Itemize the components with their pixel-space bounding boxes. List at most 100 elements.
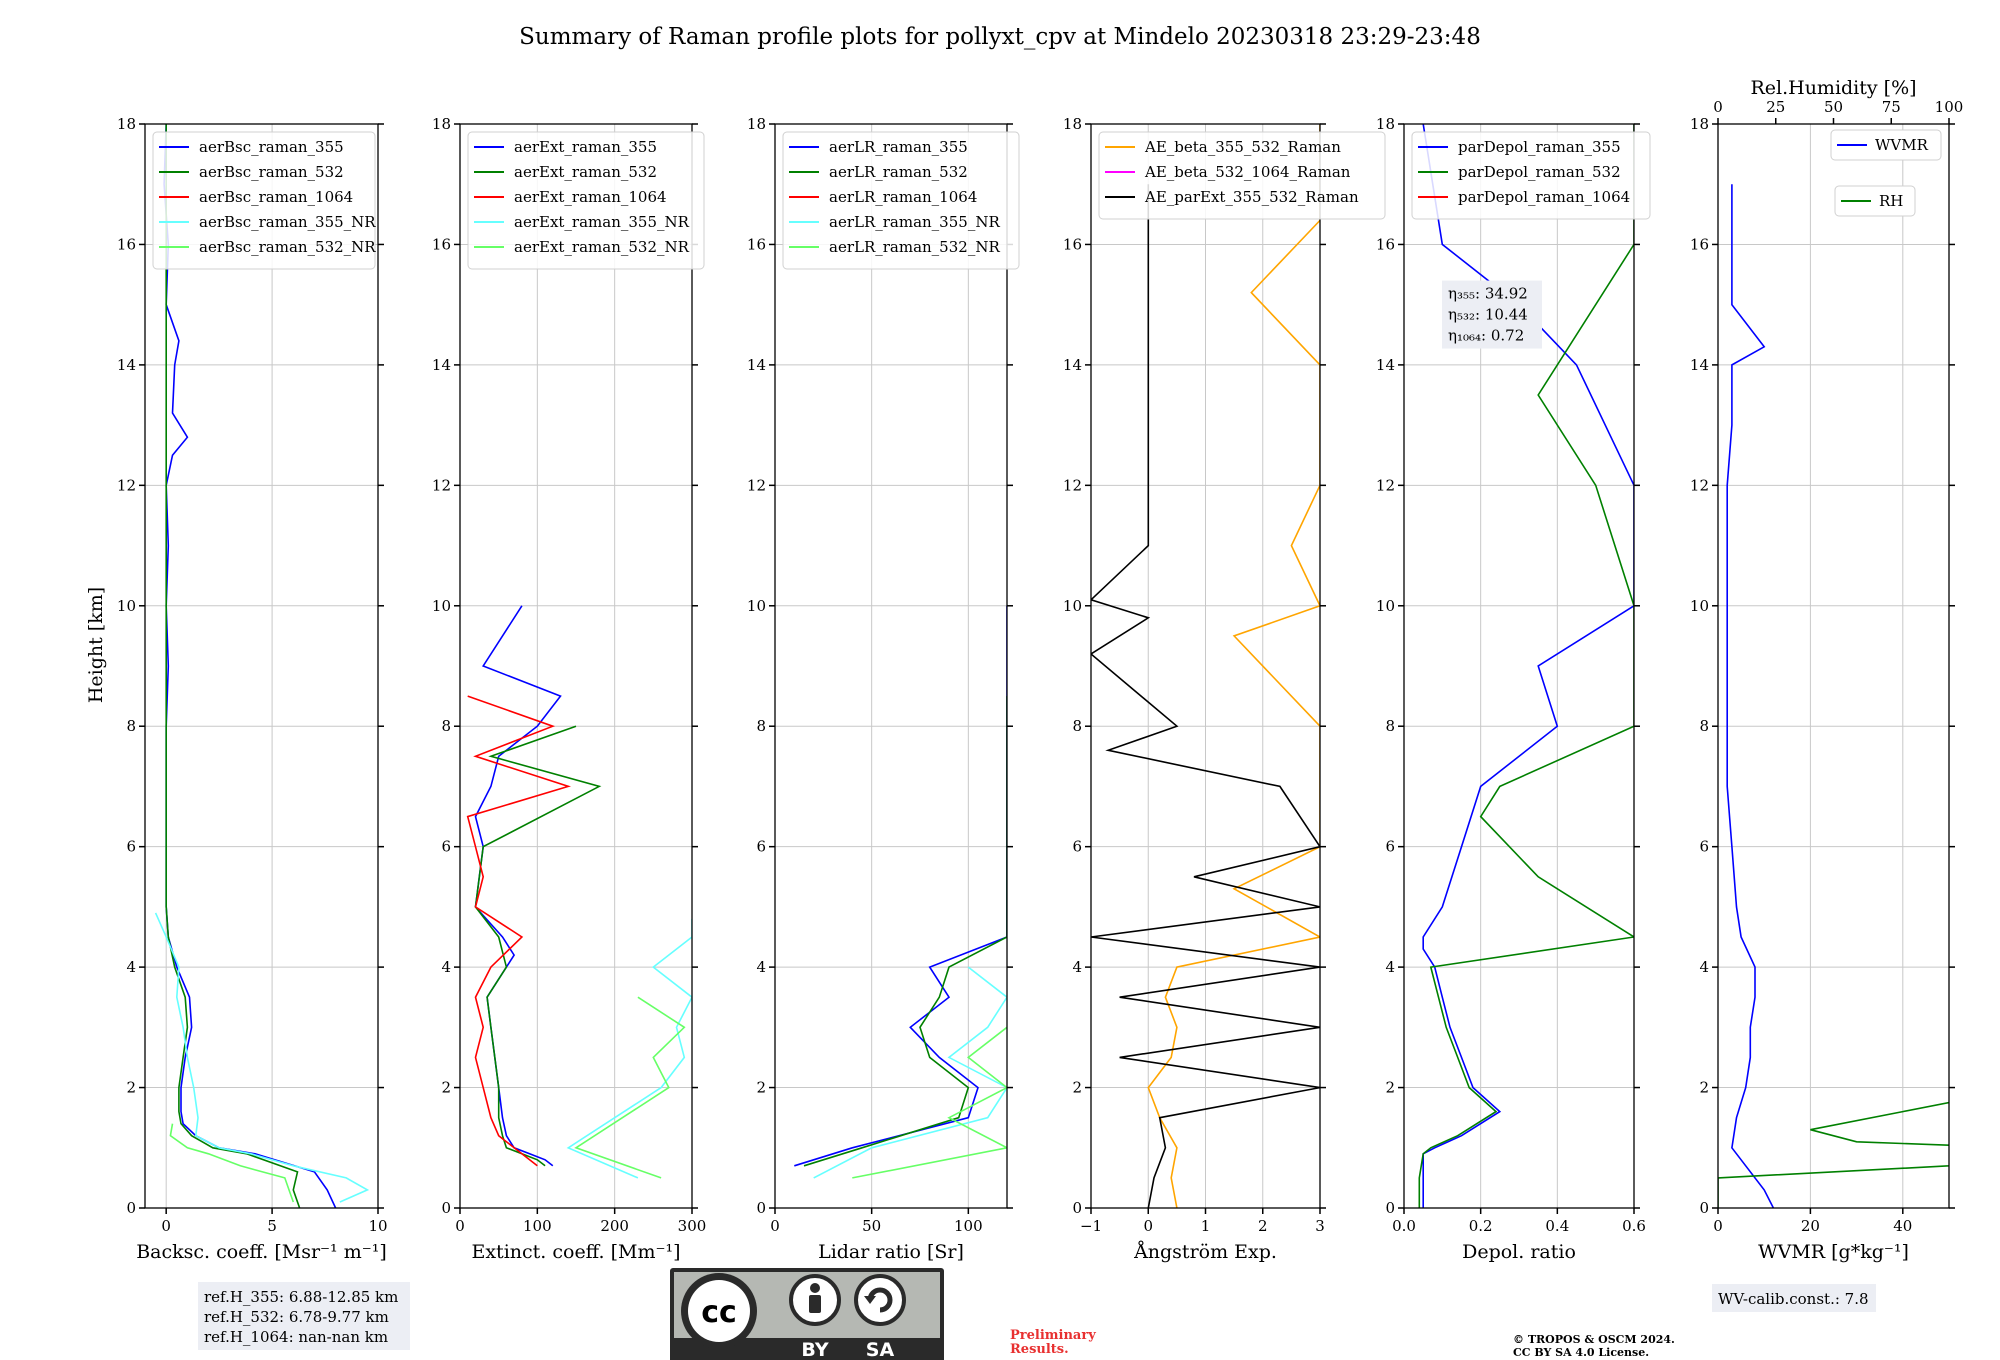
series-line-aerLR_raman_532 (803, 696, 1007, 1167)
series-line-AE_beta_355_532_Raman (1147, 124, 1320, 1208)
y-tick-label: 14 (1690, 356, 1709, 374)
legend-entry: parDepol_raman_355 (1458, 138, 1621, 156)
sa-label: SA (866, 1339, 895, 1360)
x-tick-label: 40 (1893, 1217, 1912, 1235)
y-tick-label: 2 (126, 1079, 136, 1097)
legend-entry: aerLR_raman_1064 (829, 188, 977, 206)
legend-entry: aerBsc_raman_355 (199, 138, 344, 156)
legend-entry: aerBsc_raman_1064 (199, 188, 353, 206)
x-tick-label: 100 (954, 1217, 983, 1235)
y-tick-label: 2 (756, 1079, 766, 1097)
x-axis-label: Depol. ratio (1462, 1241, 1576, 1263)
legend-entry: RH (1879, 192, 1903, 210)
y-tick-label: 4 (126, 958, 136, 976)
legend-box (1830, 129, 1942, 161)
legend-entry: aerLR_raman_532_NR (829, 238, 1000, 256)
y-tick-label: 16 (117, 235, 136, 253)
legend-entry: aerLR_raman_355 (829, 138, 968, 156)
panel-2: 0 2 4 6 8 10 12 14 16 18 0 100 200 300 Extinct. coeff.… (432, 115, 706, 1263)
x-tick-label: 1 (1201, 1217, 1211, 1235)
series-line-aerBsc_raman_355 (163, 124, 337, 1208)
y-tick-label: 6 (1072, 838, 1082, 856)
y-tick-label: 6 (1385, 838, 1395, 856)
legend-box (467, 131, 705, 270)
y-tick-label: 2 (441, 1079, 451, 1097)
eta-annotation-line: η₃₅₅: 34.92 (1448, 285, 1528, 303)
legend-entry: parDepol_raman_532 (1458, 163, 1621, 181)
y-tick-label: 8 (126, 717, 136, 735)
series-line-aerBsc_raman_532_NR (169, 1123, 295, 1203)
license-line: CC BY SA 4.0 License. (1513, 1346, 1649, 1359)
y-tick-label: 18 (432, 115, 451, 133)
y-tick-label: 18 (1690, 115, 1709, 133)
y-tick-label: 16 (432, 235, 451, 253)
x-tick-label: 10 (368, 1217, 387, 1235)
series-line-aerBsc_raman_355_NR (154, 912, 370, 1203)
y-axis-label: Height [km] (85, 587, 107, 703)
y-tick-label: 10 (1063, 597, 1082, 615)
x-tick-label: 20 (1801, 1217, 1820, 1235)
x-axis-label: WVMR [g*kg⁻¹] (1758, 1241, 1909, 1263)
x-tick-label: 200 (600, 1217, 629, 1235)
legend-entry: parDepol_raman_1064 (1458, 188, 1630, 206)
y-tick-label: 0 (126, 1199, 136, 1217)
legend-entry: aerLR_raman_355_NR (829, 213, 1000, 231)
x-tick-label: 3 (1315, 1217, 1325, 1235)
x-axis-label: Lidar ratio [Sr] (818, 1241, 964, 1263)
x-tick-label: 300 (678, 1217, 707, 1235)
y-tick-label: 18 (1063, 115, 1082, 133)
y-tick-label: 2 (1385, 1079, 1395, 1097)
y-tick-label: 12 (1690, 476, 1709, 494)
legend-entry: aerExt_raman_1064 (514, 188, 667, 206)
series-line-parDepol_raman_355 (1422, 124, 1634, 1208)
y-tick-label: 0 (1072, 1199, 1082, 1217)
legend-entry: aerBsc_raman_355_NR (199, 213, 376, 231)
x-tick-label: −1 (1080, 1217, 1102, 1235)
y-tick-label: 4 (756, 958, 766, 976)
y-tick-label: 18 (117, 115, 136, 133)
legend-box (782, 131, 1020, 270)
series-line-parDepol_raman_532 (1418, 124, 1634, 1208)
y-tick-label: 8 (1699, 717, 1709, 735)
y-tick-label: 10 (1690, 597, 1709, 615)
y-tick-label: 10 (1376, 597, 1395, 615)
y-tick-label: 8 (1385, 717, 1395, 735)
y-tick-label: 10 (747, 597, 766, 615)
plot-frame (144, 123, 379, 1209)
legend-box (1411, 131, 1651, 220)
series-line-aerExt_raman_532_NR (574, 996, 686, 1179)
x-tick-label: 2 (1258, 1217, 1268, 1235)
series-line-aerLR_raman_355 (794, 605, 1007, 1167)
y-tick-label: 14 (747, 356, 766, 374)
x-axis-label: Extinct. coeff. [Mm⁻¹] (471, 1241, 680, 1263)
y-tick-label: 8 (1072, 717, 1082, 735)
x-tick-label: 0 (455, 1217, 465, 1235)
y-tick-label: 2 (1699, 1079, 1709, 1097)
legend-entry: AE_beta_355_532_Raman (1144, 138, 1341, 156)
y-tick-label: 16 (747, 235, 766, 253)
y-tick-label: 16 (1690, 235, 1709, 253)
y-tick-label: 16 (1063, 235, 1082, 253)
cc-badge-text: cc (701, 1295, 737, 1330)
eta-annotation-box (1442, 280, 1542, 349)
y-tick-label: 14 (1063, 356, 1082, 374)
y-tick-label: 14 (1376, 356, 1395, 374)
series-line-aerExt_raman_355 (474, 605, 562, 1167)
x-tick-label: 0 (1143, 1217, 1153, 1235)
series-line-aerExt_raman_1064 (466, 695, 571, 1167)
x-tick-label: 50 (862, 1217, 881, 1235)
x-tick-label: 100 (523, 1217, 552, 1235)
cc-license-badge[interactable]: cc BY SA (670, 1268, 944, 1360)
eta-annotation-line: η₅₃₂: 10.44 (1448, 306, 1528, 324)
legend-box (1834, 185, 1916, 217)
wv-calib-box: WV-calib.const.: 7.8 (1712, 1284, 1876, 1312)
legend-box (152, 131, 376, 270)
y-tick-label: 8 (756, 717, 766, 735)
top-x-tick-label: 100 (1935, 98, 1964, 116)
refh-line-532: ref.H_532: 6.78-9.77 km (204, 1308, 389, 1326)
y-tick-label: 10 (432, 597, 451, 615)
series-line-WVMR (1726, 184, 1775, 1208)
legend-entry: aerBsc_raman_532_NR (199, 238, 376, 256)
